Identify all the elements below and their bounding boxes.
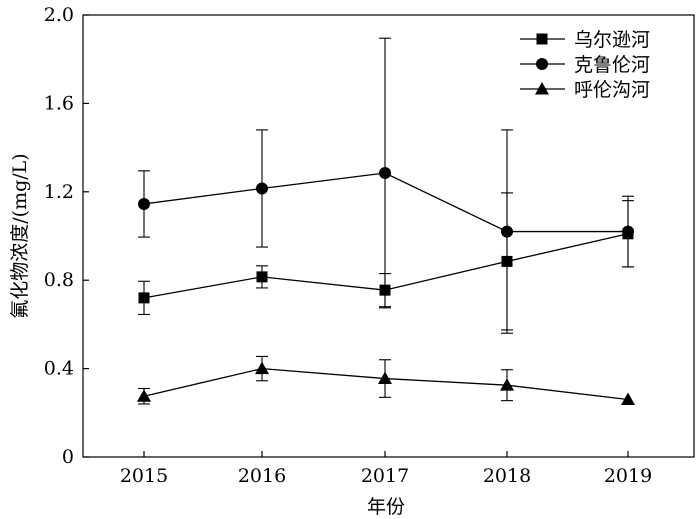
data-point — [137, 389, 151, 402]
legend-label: 乌尔逊河 — [574, 29, 650, 51]
x-tick-label: 2018 — [483, 465, 531, 487]
y-tick-label: 1.6 — [44, 92, 74, 114]
legend-item: 乌尔逊河 — [520, 29, 650, 51]
x-axis: 2015 2016 2017 2018 2019 — [120, 451, 652, 487]
y-tick-label: 0.8 — [44, 269, 74, 291]
y-tick-label: 0 — [62, 446, 74, 468]
y-tick-label: 1.2 — [44, 181, 74, 203]
x-axis-label: 年份 — [367, 496, 405, 518]
x-tick-label: 2015 — [120, 465, 168, 487]
data-point — [378, 371, 392, 385]
data-point — [621, 392, 635, 406]
legend-item: 呼伦沟河 — [520, 79, 650, 101]
y-axis: 0 0.4 0.8 1.2 1.6 2.0 — [44, 4, 89, 468]
legend-marker — [536, 58, 548, 70]
legend-label: 呼伦沟河 — [574, 79, 650, 101]
series-triangle — [137, 355, 635, 406]
data-point — [379, 167, 391, 180]
legend-marker — [535, 82, 549, 95]
series-square — [138, 192, 634, 331]
series-circle — [138, 37, 634, 334]
data-point — [138, 292, 150, 304]
legend-marker — [536, 33, 548, 45]
x-tick-label: 2019 — [604, 465, 652, 487]
series-layer — [137, 37, 635, 406]
plot-area-frame — [82, 14, 695, 458]
series-line — [143, 172, 628, 233]
data-point — [138, 197, 150, 210]
data-point — [622, 225, 634, 238]
data-point — [500, 378, 514, 391]
data-point — [255, 361, 269, 375]
x-tick-label: 2016 — [238, 465, 286, 487]
y-axis-label: 氟化物浓度/(mg/L) — [9, 153, 31, 318]
y-tick-label: 0.4 — [44, 358, 74, 380]
data-point — [501, 225, 513, 238]
y-tick-label: 2.0 — [44, 4, 74, 26]
data-point — [256, 182, 268, 195]
legend-item: 克鲁伦河 — [520, 54, 650, 76]
series-line — [143, 367, 629, 401]
legend-label: 克鲁伦河 — [574, 54, 650, 76]
data-point — [256, 271, 268, 283]
x-tick-label: 2017 — [361, 465, 409, 487]
